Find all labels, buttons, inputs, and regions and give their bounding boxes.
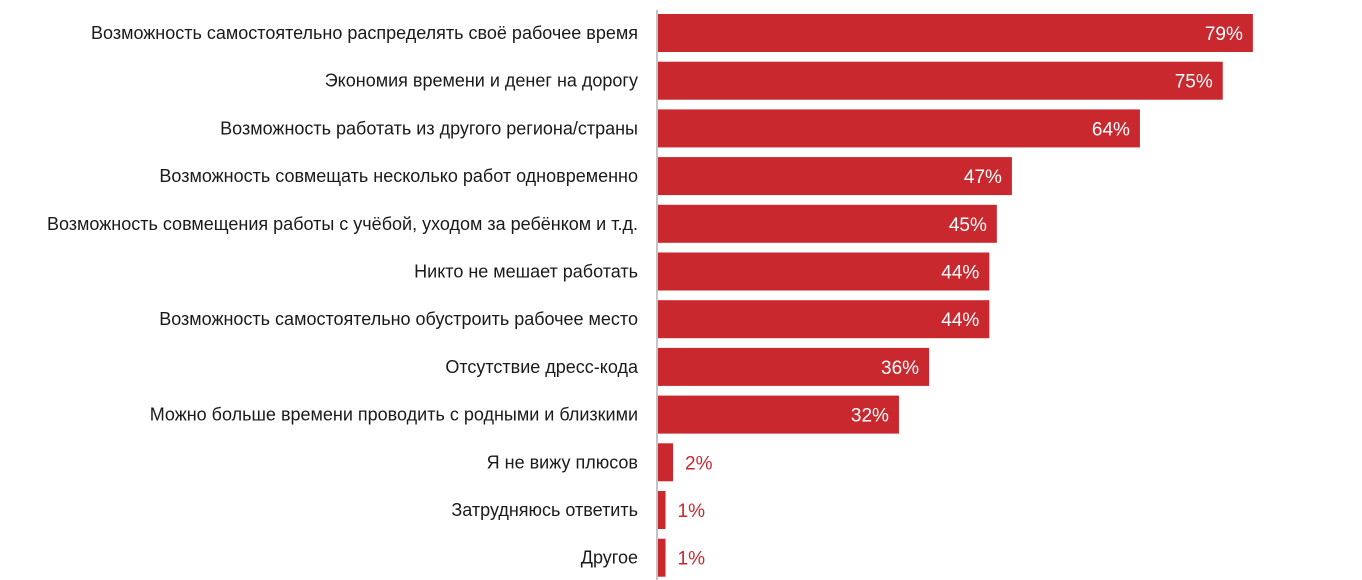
category-label: Возможность работать из другого региона/…: [220, 118, 638, 138]
category-label: Возможность самостоятельно распределять …: [91, 23, 638, 43]
bar: [658, 61, 1223, 100]
category-label: Затрудняюсь ответить: [451, 500, 638, 520]
data-label: 79%: [1205, 24, 1243, 45]
category-label: Возможность самостоятельно обустроить ра…: [159, 309, 638, 329]
data-label: 64%: [1092, 119, 1130, 140]
data-label: 44%: [941, 310, 979, 331]
bar: [658, 443, 674, 482]
category-label: Отсутствие дресс-кода: [445, 357, 639, 377]
bar: [658, 395, 899, 434]
data-label: 45%: [949, 215, 987, 236]
bar: [658, 300, 990, 339]
bar: [658, 204, 997, 243]
category-label: Можно больше времени проводить с родными…: [150, 405, 638, 425]
bar: [658, 157, 1012, 196]
bar: [658, 109, 1140, 148]
data-label: 75%: [1175, 72, 1213, 93]
bar: [658, 252, 990, 291]
data-label: 1%: [678, 549, 706, 570]
category-label: Другое: [581, 548, 638, 568]
bar: [658, 14, 1253, 52]
bar: [658, 538, 666, 577]
data-label: 2%: [685, 453, 713, 474]
bar: [658, 491, 666, 529]
category-label: Никто не мешает работать: [414, 262, 638, 282]
category-label: Возможность совмещать несколько работ од…: [159, 166, 638, 186]
bar: [658, 347, 930, 386]
category-label: Я не вижу плюсов: [487, 452, 638, 472]
category-label: Возможность совмещения работы с учёбой, …: [47, 214, 638, 234]
data-label: 1%: [678, 501, 706, 522]
data-label: 36%: [881, 358, 919, 379]
data-label: 44%: [941, 263, 979, 284]
category-label: Экономия времени и денег на дорогу: [325, 71, 638, 91]
data-label: 47%: [964, 167, 1002, 188]
data-label: 32%: [851, 406, 889, 427]
